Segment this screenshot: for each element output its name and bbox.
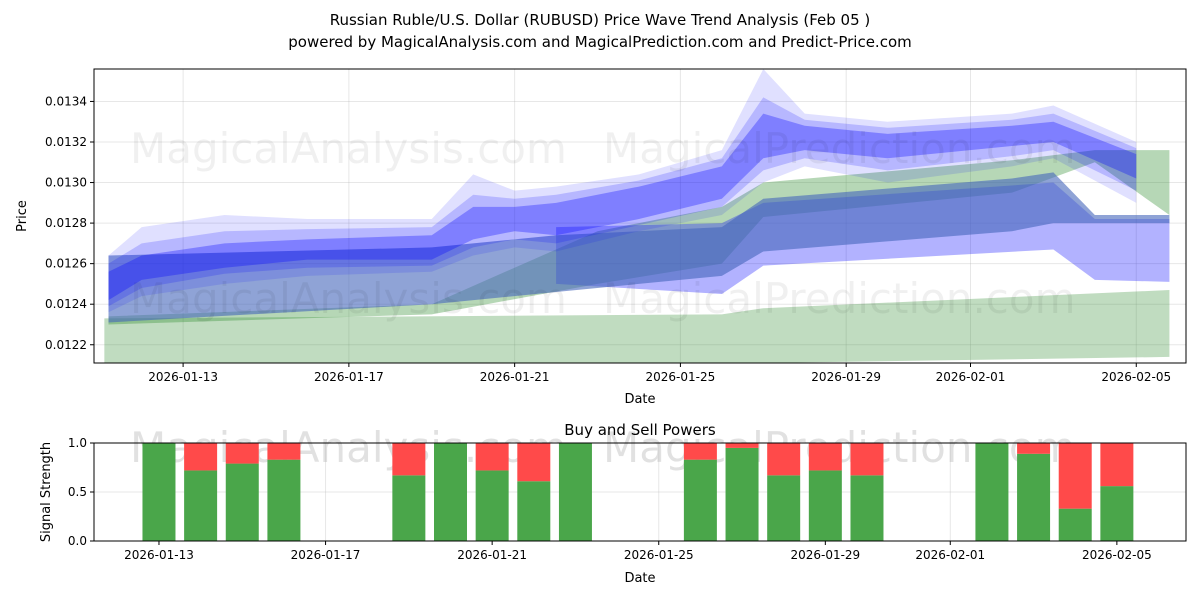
- wave-core: [108, 113, 1137, 301]
- buy-bar: [267, 459, 301, 541]
- x-tick-label: 2026-01-17: [314, 370, 384, 384]
- x-tick-label: 2026-02-01: [915, 548, 985, 562]
- sell-bar: [767, 443, 801, 476]
- x-tick-label: 2026-02-05: [1101, 370, 1171, 384]
- x-axis-label: Date: [624, 392, 655, 407]
- sell-bar: [1058, 443, 1092, 509]
- y-tick-label: 0.0124: [45, 297, 87, 311]
- sell-bar: [517, 443, 551, 482]
- x-tick-label: 2026-01-21: [480, 370, 550, 384]
- buy-bar: [1058, 508, 1092, 541]
- chart-title: Russian Ruble/U.S. Dollar (RUBUSD) Price…: [330, 11, 871, 29]
- sell-bar: [725, 443, 759, 448]
- sell-bar: [850, 443, 884, 476]
- y-axis-label: Signal Strength: [39, 442, 54, 542]
- y-tick-label: 0.0132: [45, 135, 87, 149]
- axes-frame: [93, 68, 1187, 364]
- buy-bar: [767, 475, 801, 541]
- sell-bar: [267, 443, 301, 460]
- buy-bar: [392, 475, 426, 541]
- watermark-text: MagicalPrediction.com: [603, 124, 1076, 173]
- y-tick-label: 0.0134: [45, 94, 87, 108]
- buy-bar: [808, 470, 842, 541]
- core-band: [108, 172, 1170, 323]
- buy-bar: [683, 459, 717, 541]
- y-tick-label: 1.0: [68, 436, 87, 450]
- x-tick-label: 2026-01-13: [124, 548, 194, 562]
- x-tick-label: 2026-01-29: [790, 548, 860, 562]
- x-tick-label: 2026-01-25: [646, 370, 716, 384]
- wave-outer-envelope: [108, 69, 1137, 313]
- buy-bar: [434, 443, 468, 541]
- sell-bar: [225, 443, 259, 464]
- buy-bar: [475, 470, 509, 541]
- buy-bar: [142, 443, 176, 541]
- price-wave-chart: 2026-01-13 2026-01-17 2026-01-21 2026-01-25…: [15, 68, 1187, 407]
- axes-frame: [93, 442, 1187, 542]
- x-tick-label: 2026-01-13: [148, 370, 218, 384]
- x-tick-label: 2026-01-21: [457, 548, 527, 562]
- green-lower-band: [104, 290, 1170, 363]
- sell-bar: [808, 443, 842, 471]
- wave-mid-envelope: [108, 97, 1137, 307]
- sell-bar: [475, 443, 509, 471]
- sell-bar: [1017, 443, 1051, 454]
- buy-sell-chart: Buy and Sell PowersMagicalAnalysis.comMa…: [39, 421, 1187, 586]
- buy-bar: [225, 463, 259, 541]
- x-tick-label: 2026-01-25: [624, 548, 694, 562]
- bands-group: [104, 69, 1170, 363]
- buy-bar: [517, 481, 551, 541]
- buy-bar: [975, 443, 1009, 541]
- y-tick-label: 0.0: [68, 534, 87, 548]
- buy-bar: [850, 475, 884, 541]
- y-tick-label: 0.0126: [45, 257, 87, 271]
- buy-bar: [725, 447, 759, 541]
- y-axis-label: Price: [15, 200, 30, 232]
- y-tick-label: 0.0122: [45, 338, 87, 352]
- y-tick-label: 0.5: [68, 485, 87, 499]
- sell-bar: [683, 443, 717, 460]
- y-tick-label: 0.0128: [45, 216, 87, 230]
- watermark-text: MagicalAnalysis.com: [130, 274, 567, 323]
- buy-bar: [1100, 486, 1134, 541]
- buy-bar: [1017, 453, 1051, 541]
- x-tick-label: 2026-02-01: [936, 370, 1006, 384]
- buy-bar: [558, 443, 592, 541]
- buy-sell-title: Buy and Sell Powers: [564, 421, 716, 439]
- chart-subtitle: powered by MagicalAnalysis.com and Magic…: [288, 33, 912, 51]
- watermark-text: MagicalPrediction.com: [603, 274, 1076, 323]
- sell-bar: [392, 443, 426, 476]
- x-axis-label: Date: [624, 571, 655, 586]
- x-tick-label: 2026-01-29: [811, 370, 881, 384]
- sell-bar: [1100, 443, 1134, 487]
- x-tick-label: 2026-01-17: [291, 548, 361, 562]
- y-tick-label: 0.0130: [45, 176, 87, 190]
- sell-bar: [184, 443, 218, 471]
- watermark-text: MagicalAnalysis.com: [130, 124, 567, 173]
- x-tick-label: 2026-02-05: [1082, 548, 1152, 562]
- buy-bar: [184, 470, 218, 541]
